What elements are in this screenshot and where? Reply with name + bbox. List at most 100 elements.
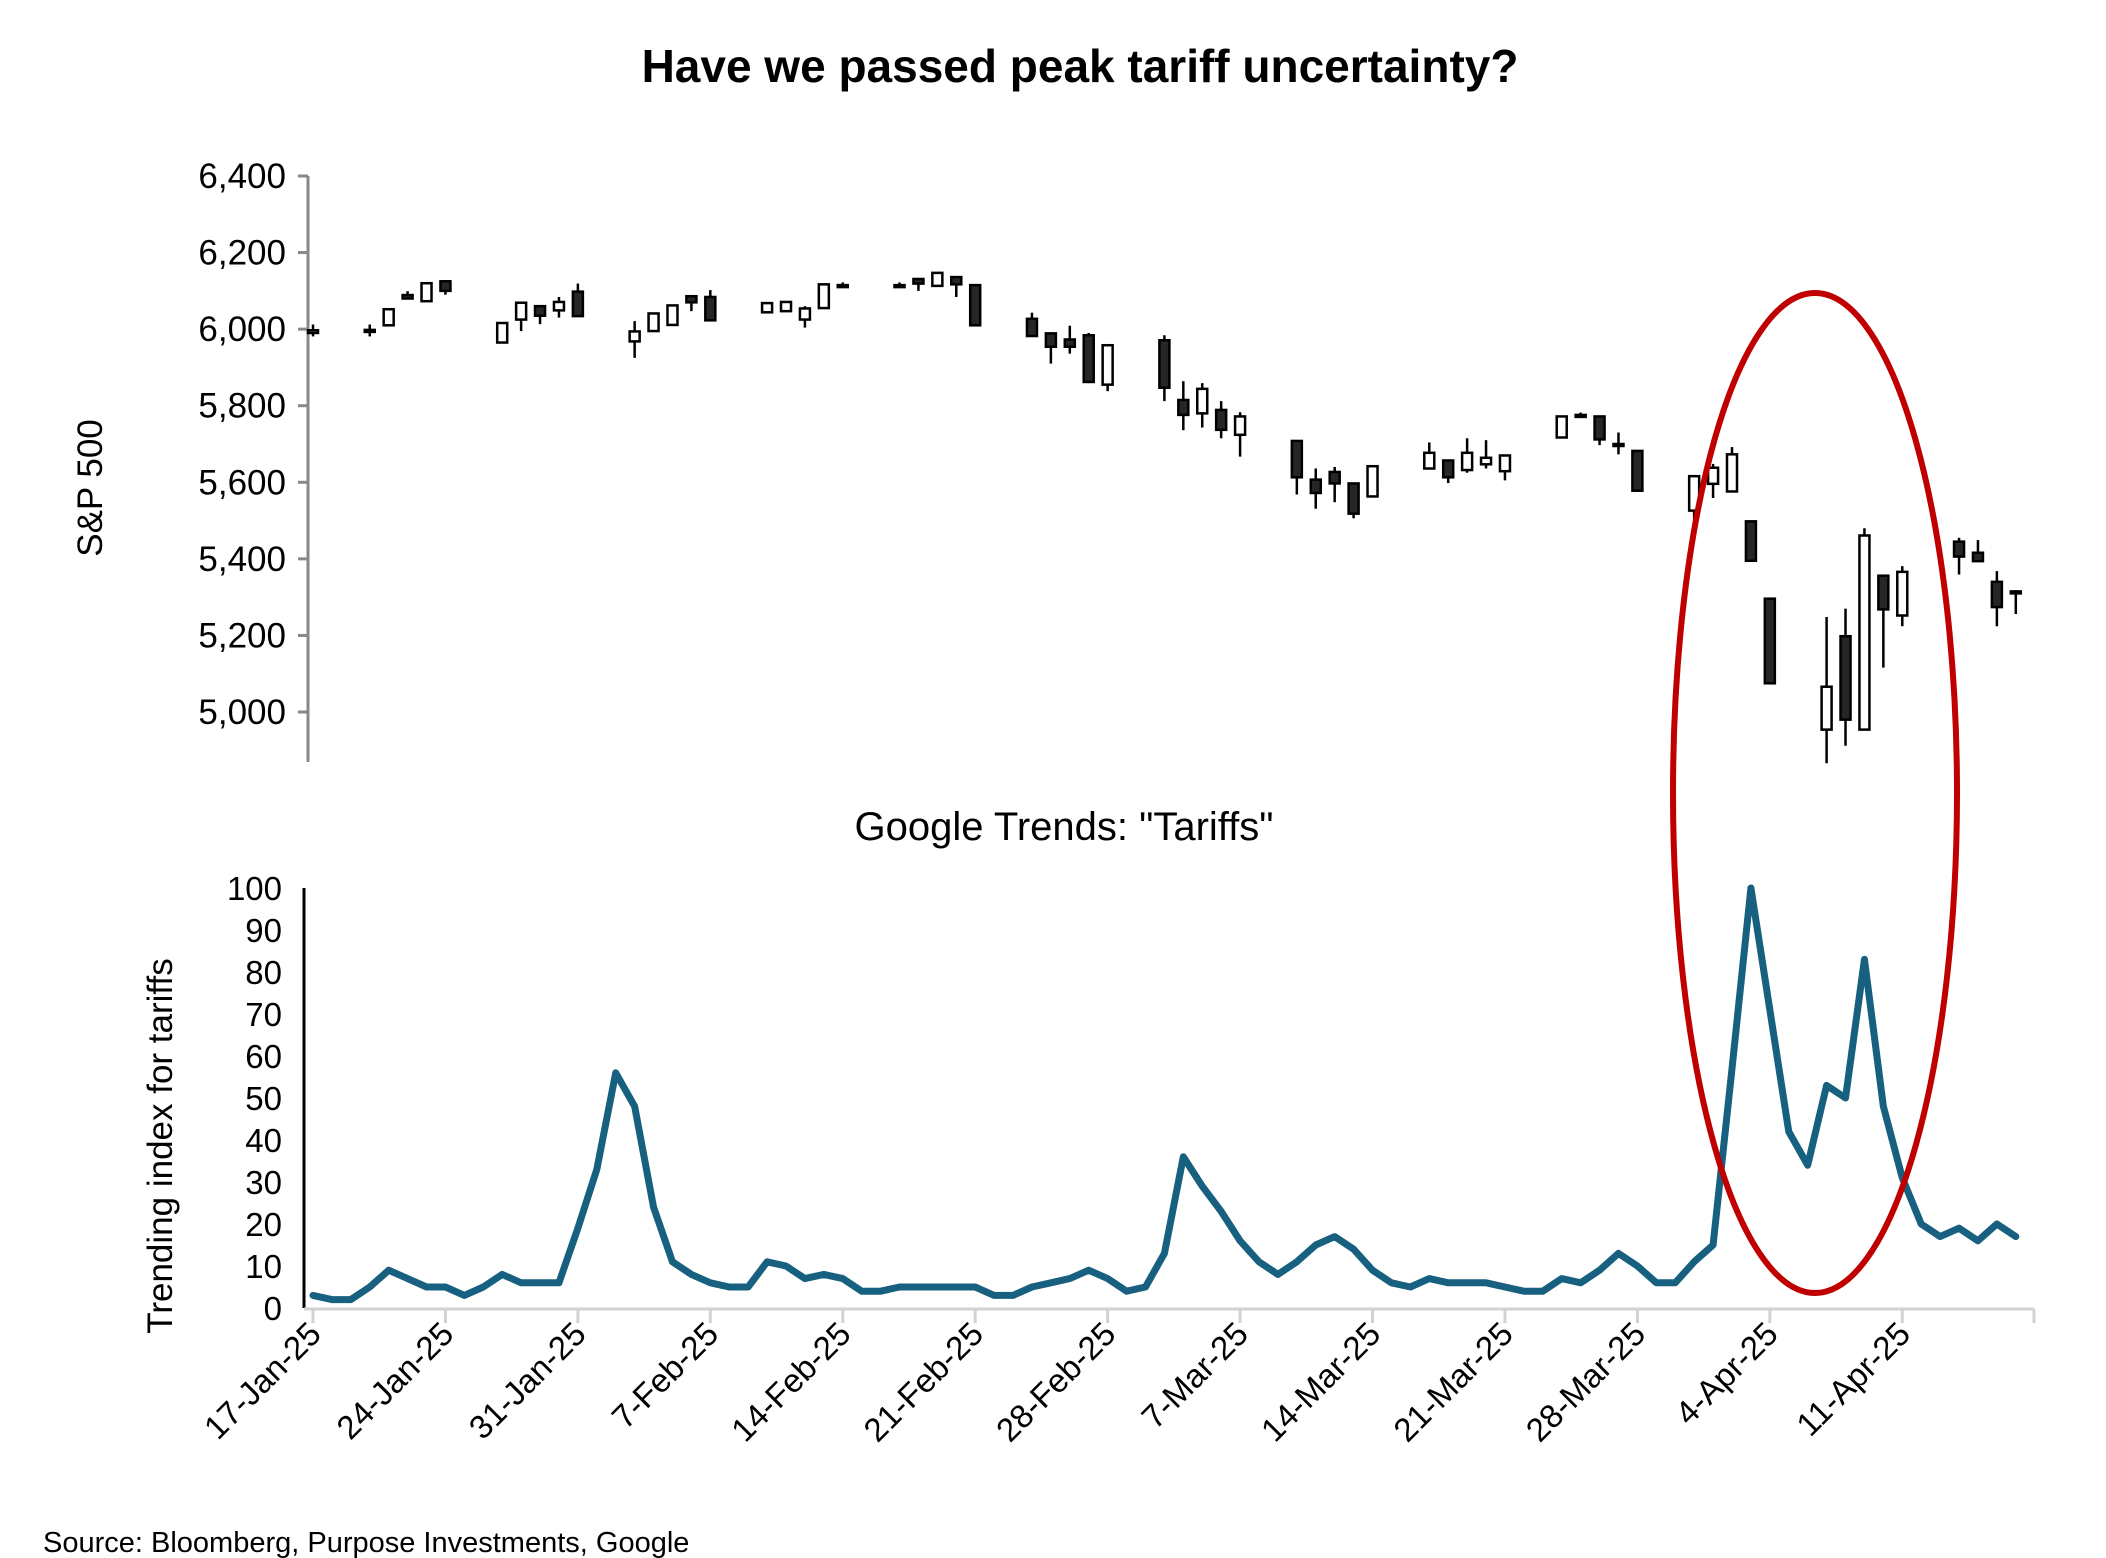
candle-body <box>552 300 566 312</box>
candle <box>2009 590 2023 614</box>
trends-y-tick-label: 20 <box>245 1206 282 1243</box>
x-tick-label: 7-Mar-25 <box>1134 1315 1255 1436</box>
candle-body <box>363 328 377 334</box>
candle <box>836 282 850 289</box>
candle <box>1820 617 1833 764</box>
candle <box>1366 464 1379 498</box>
candle-body <box>1820 685 1833 731</box>
candle-body <box>2009 590 2023 595</box>
x-tick-label: 14-Feb-25 <box>724 1315 858 1449</box>
trends-y-tick-label: 40 <box>245 1122 282 1159</box>
sp500-y-tick-label: 6,400 <box>198 157 286 196</box>
x-tick-label: 28-Mar-25 <box>1519 1315 1653 1449</box>
candle-body <box>1460 451 1474 472</box>
candle-body <box>1877 574 1890 611</box>
candle <box>817 283 831 310</box>
trends-y-tick-label: 90 <box>245 912 282 949</box>
sp500-y-tick-label: 5,600 <box>198 463 286 502</box>
candle-body <box>1498 454 1512 473</box>
candle <box>1025 312 1039 338</box>
candle-body <box>1990 580 2004 609</box>
candle-body <box>420 281 433 303</box>
candle <box>685 294 698 312</box>
trends-y-tick-label: 10 <box>245 1248 282 1285</box>
candle-body <box>1233 415 1247 437</box>
candle <box>552 296 566 318</box>
sp500-y-tick-label: 5,200 <box>198 616 286 655</box>
candle <box>1971 540 1985 563</box>
candle-body <box>1423 451 1436 470</box>
candle <box>1044 332 1058 364</box>
trends-y-tick-label: 50 <box>245 1080 282 1117</box>
trends-y-tick-label: 30 <box>245 1164 282 1201</box>
candle <box>1328 466 1341 503</box>
candle-body <box>1082 334 1095 384</box>
candle <box>666 304 679 327</box>
candle-body <box>628 330 641 343</box>
candle <box>1952 537 1966 575</box>
candle <box>1158 335 1171 402</box>
candle <box>1612 432 1625 455</box>
trends-y-tick-label: 0 <box>264 1290 282 1327</box>
candle-body <box>1593 415 1606 441</box>
candle-body <box>1101 343 1114 386</box>
candle <box>439 280 452 295</box>
candle-body <box>1479 456 1493 466</box>
candle <box>1063 325 1077 354</box>
candle-body <box>571 290 585 318</box>
candle-body <box>1366 464 1379 498</box>
candle-body <box>1328 470 1341 485</box>
candle <box>571 283 585 318</box>
candle-body <box>931 271 944 288</box>
candle-body <box>666 304 679 327</box>
candle-body <box>1971 551 1985 563</box>
candle <box>912 277 925 291</box>
trends-y-tick-label: 60 <box>245 1038 282 1075</box>
candle <box>1763 597 1777 685</box>
candle-body <box>1309 478 1323 495</box>
candle-body <box>1044 332 1058 349</box>
candle-body <box>1839 634 1852 721</box>
chart-title: Have we passed peak tariff uncertainty? <box>642 40 1519 92</box>
candle-body <box>1744 520 1758 563</box>
red-ellipse-highlight <box>1670 290 1960 1296</box>
candle-body <box>1763 597 1777 685</box>
candle-body <box>439 280 452 293</box>
x-tick-label: 4-Apr-25 <box>1668 1315 1785 1432</box>
sp500-y-tick-label: 5,800 <box>198 387 286 426</box>
candle-body <box>1214 408 1228 432</box>
candle <box>950 275 963 297</box>
candle-body <box>760 301 774 314</box>
candle <box>1082 332 1095 384</box>
candle-body <box>1952 540 1966 558</box>
candle-body <box>968 283 982 327</box>
candle <box>1744 520 1758 563</box>
candle-body <box>514 301 528 321</box>
candle <box>931 271 944 288</box>
candle <box>893 282 906 289</box>
candle-body <box>1177 398 1190 417</box>
candle-body <box>1896 570 1909 617</box>
candle <box>1195 383 1209 428</box>
candle-body <box>1158 338 1171 389</box>
candle-body <box>836 283 850 289</box>
candle-body <box>1290 439 1304 479</box>
candle <box>779 300 793 313</box>
sp500-y-tick-label: 6,000 <box>198 310 286 349</box>
candle <box>1460 438 1474 473</box>
x-tick-label: 17-Jan-25 <box>197 1315 328 1446</box>
candle <box>1233 412 1247 457</box>
x-tick-label: 28-Feb-25 <box>989 1315 1123 1449</box>
candle-body <box>1574 413 1587 419</box>
candle <box>1839 608 1852 746</box>
candle <box>1479 440 1493 469</box>
candle-body <box>1195 387 1209 415</box>
candle-body <box>382 307 395 327</box>
x-tick-label: 21-Feb-25 <box>856 1315 990 1449</box>
highlight-annotation <box>1670 290 1960 1296</box>
candle-body <box>306 329 320 335</box>
x-tick-label: 14-Mar-25 <box>1254 1315 1388 1449</box>
candle <box>1858 528 1871 731</box>
sp500-y-tick-label: 6,200 <box>198 234 286 273</box>
